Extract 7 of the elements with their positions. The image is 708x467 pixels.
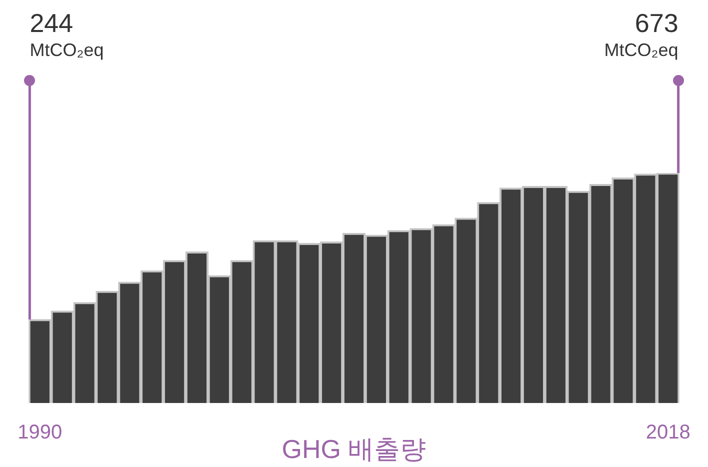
text: 244 — [30, 8, 74, 38]
x-axis-title: GHG 배출량 — [282, 434, 426, 464]
text: MtCO₂eq — [30, 40, 104, 60]
text: MtCO₂eq — [604, 40, 678, 60]
text: 673 — [634, 8, 678, 38]
x-tick-label: 2018 — [646, 422, 690, 444]
x-tick-label: 1990 — [18, 422, 62, 444]
